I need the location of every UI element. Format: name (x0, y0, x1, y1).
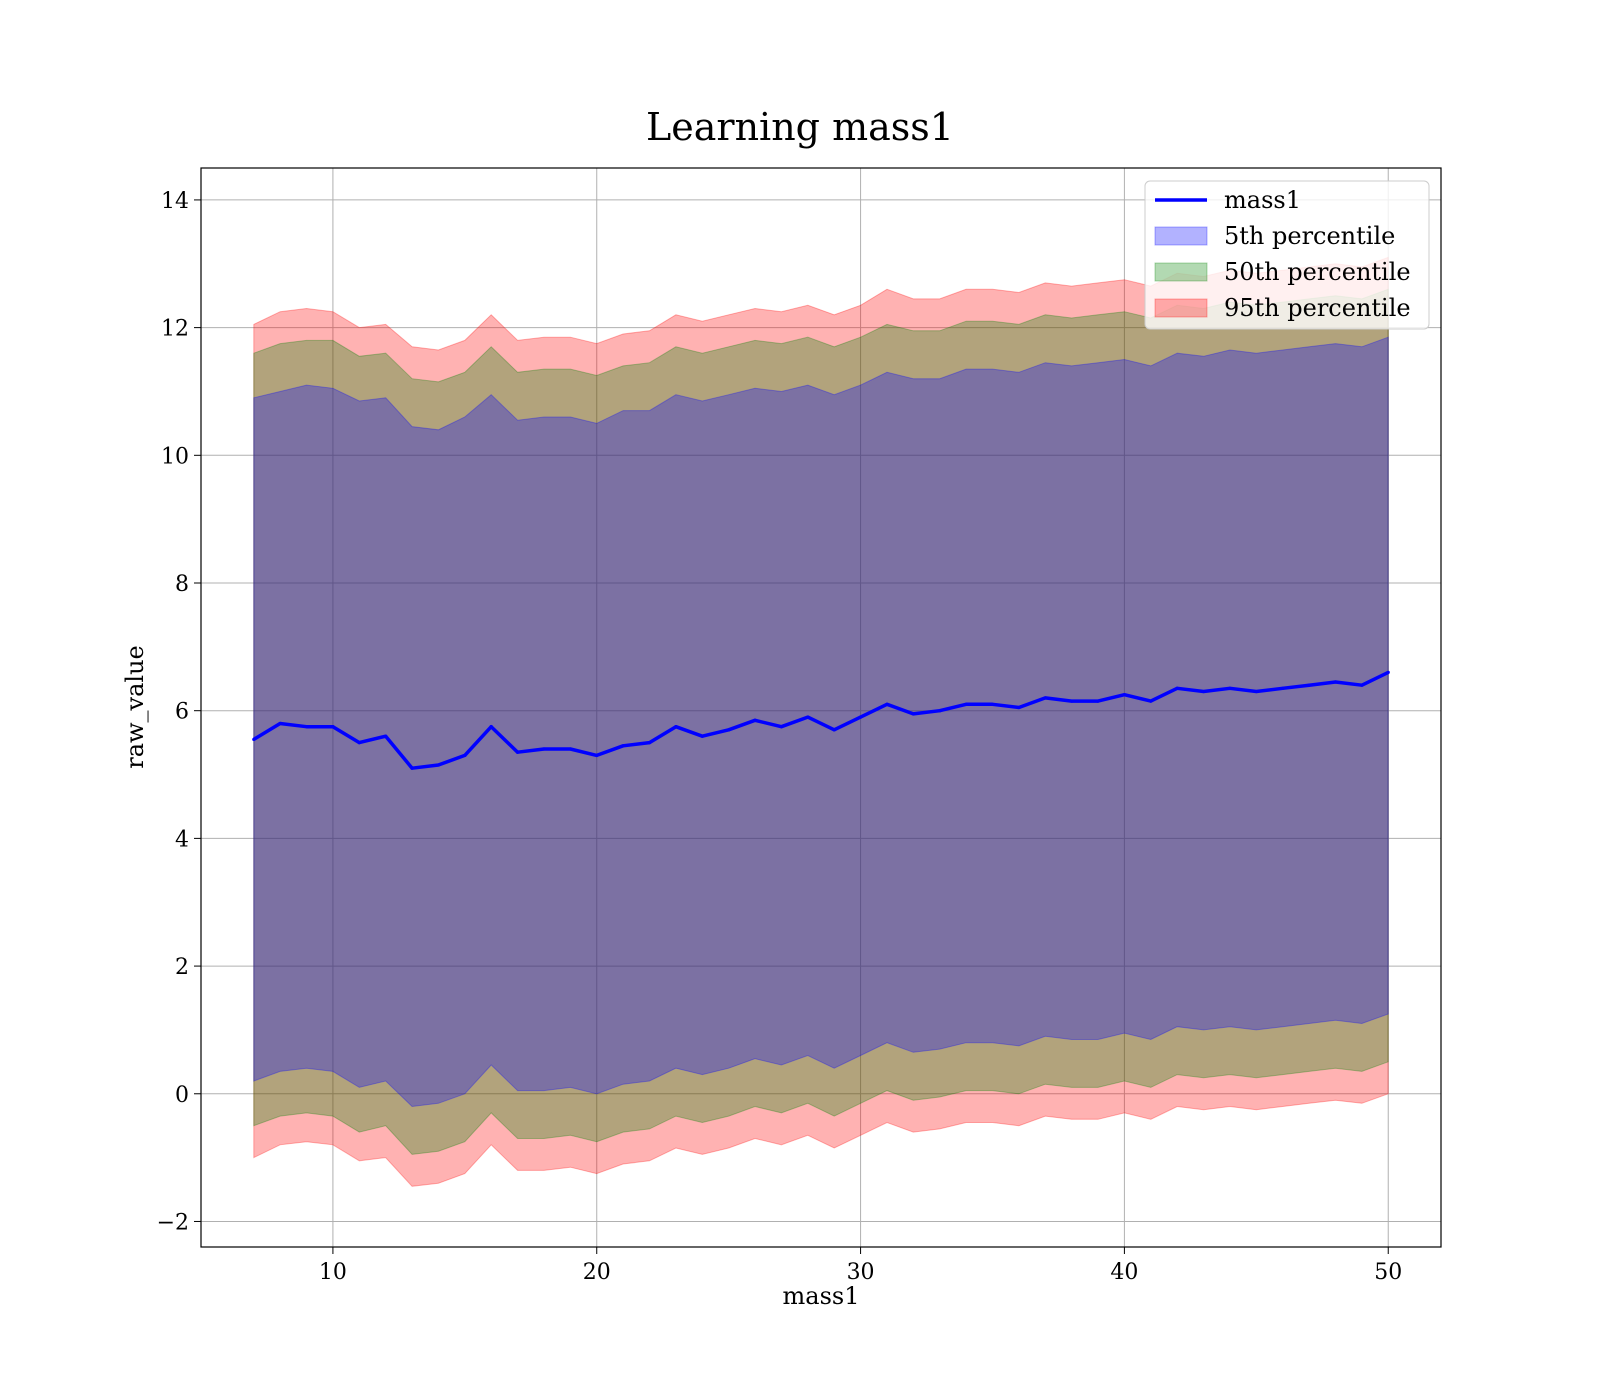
legend-swatch-50th (1154, 262, 1208, 282)
y-tick-label-0: −2 (157, 1210, 189, 1235)
mass1-point-20 (779, 725, 784, 729)
y-tick-label-7: 12 (161, 317, 189, 342)
y-axis-label: raw_value (121, 645, 149, 769)
legend-swatch-5th (1154, 226, 1208, 246)
legend-label-5th: 5th percentile (1224, 222, 1395, 250)
mass1-point-36 (1201, 689, 1206, 694)
y-tick-label-3: 4 (175, 827, 189, 852)
mass1-point-41 (1333, 680, 1338, 684)
mass1-point-38 (1254, 689, 1258, 694)
mass1-point-10 (515, 750, 520, 754)
mass1-point-23 (858, 715, 863, 719)
mass1-point-35 (1175, 686, 1179, 690)
mass1-point-43 (1386, 670, 1390, 674)
mass1-point-8 (463, 753, 467, 757)
legend-box (1144, 180, 1430, 330)
mass1-point-27 (964, 702, 968, 706)
legend-label-50th: 50th percentile (1224, 258, 1411, 286)
plot-frame (200, 167, 1442, 1248)
mass1-point-14 (621, 744, 625, 748)
mass1-point-11 (542, 747, 546, 751)
mass1-point-18 (727, 728, 731, 732)
x-tick-label-3: 40 (1110, 1260, 1138, 1285)
plot-area (201, 168, 1441, 1247)
mass1-point-29 (1017, 705, 1021, 710)
mass1-point-7 (436, 763, 441, 767)
mass1-point-31 (1070, 699, 1074, 703)
legend: mass1 5th percentile 50th percentile 95t… (1144, 180, 1430, 330)
mass1-point-32 (1096, 699, 1100, 703)
x-tick-label-1: 20 (583, 1260, 611, 1285)
mass1-point-42 (1360, 683, 1364, 687)
x-tick-label-2: 30 (847, 1260, 875, 1285)
chart-title: Learning mass1 (646, 105, 954, 149)
mass1-point-13 (595, 753, 599, 757)
y-tick-label-4: 6 (175, 700, 189, 725)
mass1-point-25 (911, 712, 915, 716)
mass1-point-21 (806, 715, 810, 719)
y-tick-label-8: 14 (161, 189, 189, 214)
mass1-point-24 (885, 702, 889, 706)
legend-label-mass1: mass1 (1224, 186, 1301, 214)
mass1-line (252, 670, 1389, 770)
mass1-point-26 (938, 709, 942, 713)
mass1-point-34 (1149, 699, 1153, 703)
y-tick-label-6: 10 (161, 444, 189, 469)
legend-label-95th: 95th percentile (1224, 294, 1411, 322)
mass1-point-33 (1122, 693, 1127, 697)
x-tick-label-0: 10 (319, 1260, 347, 1285)
mass1-point-9 (489, 725, 493, 729)
mass1-point-30 (1043, 696, 1047, 700)
x-tick-label-4: 50 (1374, 1260, 1402, 1285)
mass1-point-17 (700, 734, 704, 738)
mass1-point-3 (331, 725, 335, 729)
mass1-point-0 (252, 737, 256, 742)
mass1-point-6 (410, 766, 414, 770)
mass1-point-1 (278, 721, 282, 726)
mass1-point-19 (753, 718, 757, 722)
axis-ticks: 10 20 30 40 50 −2 0 2 4 6 8 10 12 14 (157, 189, 1403, 1285)
y-tick-label-2: 2 (175, 955, 189, 980)
mass1-point-12 (568, 747, 572, 751)
mass1-point-15 (647, 741, 652, 745)
mass1-point-37 (1228, 686, 1232, 690)
mass1-point-39 (1281, 686, 1285, 690)
mass1-point-5 (384, 734, 388, 738)
mass1-point-28 (990, 702, 995, 706)
y-tick-label-5: 8 (175, 572, 189, 597)
mass1-point-2 (304, 725, 309, 729)
mass1-point-22 (832, 728, 836, 732)
y-tick-label-1: 0 (175, 1083, 189, 1108)
mass1-line-layer (252, 670, 1390, 770)
mass1-point-4 (357, 741, 361, 745)
mass1-point-40 (1307, 683, 1311, 687)
grid (201, 168, 1441, 1247)
legend-swatch-95th (1154, 298, 1208, 318)
x-axis-label: mass1 (783, 1282, 860, 1310)
mass1-point-16 (674, 725, 678, 729)
